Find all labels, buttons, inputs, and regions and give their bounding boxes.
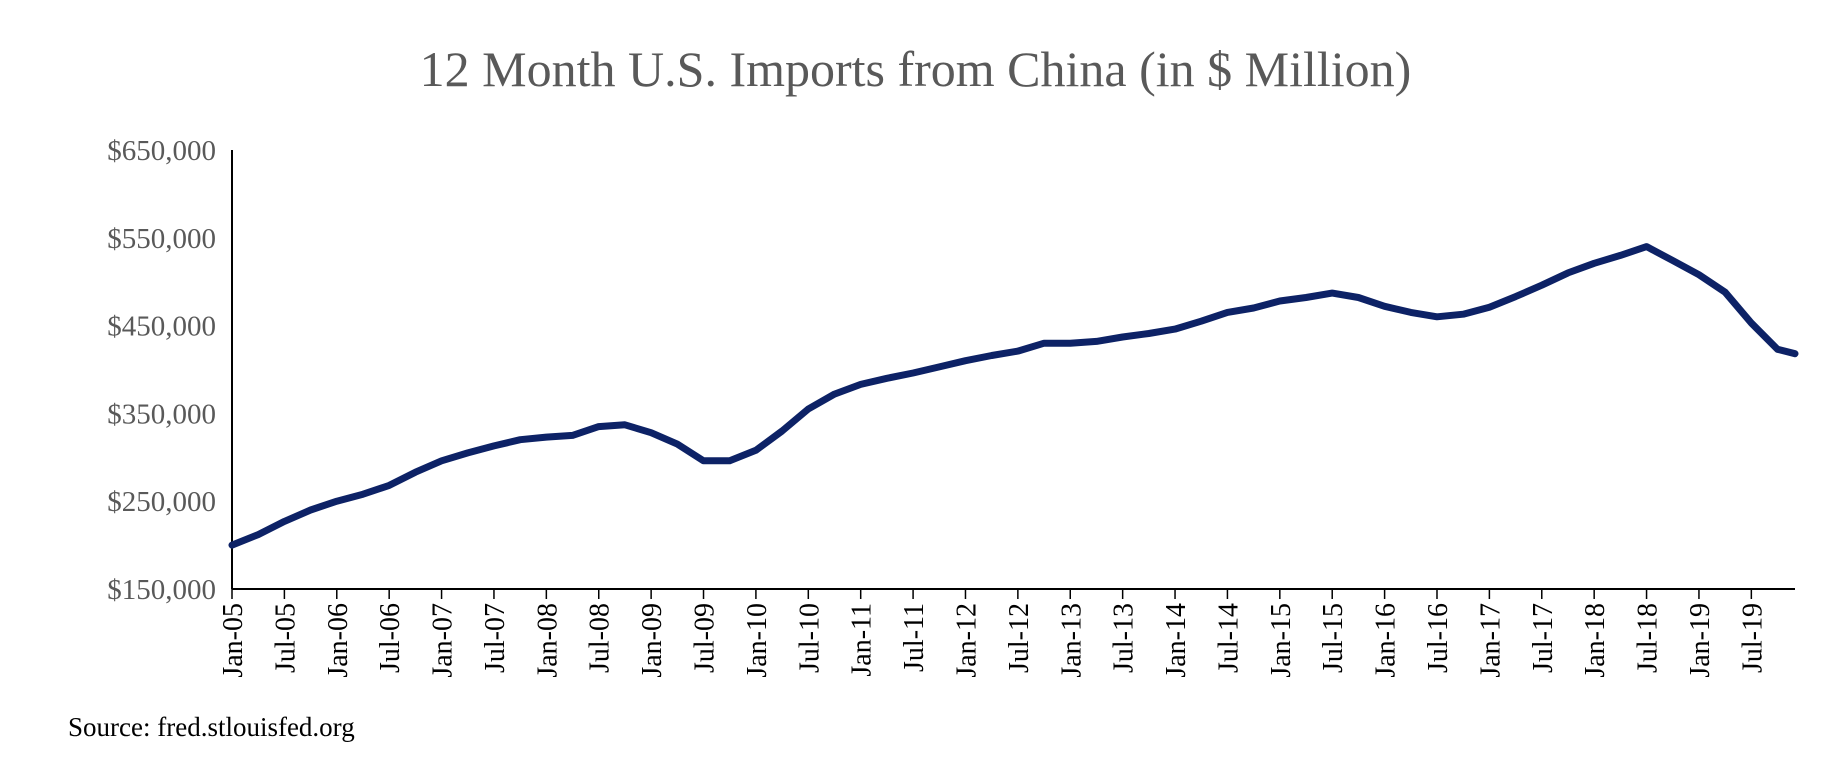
x-tick-label: Jan-16 [1371, 603, 1402, 678]
x-tick-label: Jan-18 [1580, 603, 1611, 678]
x-tick-label: Jul-17 [1528, 603, 1559, 673]
y-tick-label: $550,000 [107, 223, 216, 255]
source-note: Source: fred.stlouisfed.org [68, 712, 355, 742]
x-tick-label: Jan-06 [323, 603, 354, 678]
x-tick-label: Jan-10 [742, 603, 773, 678]
y-axis: $150,000 $250,000 $350,000 $450,000 $550,000… [107, 135, 233, 606]
x-axis: Jan-05 Jul-05 Jan-06 Jul-06 Jan-07 Jul-07 Jan-… [218, 588, 1795, 678]
chart-title: 12 Month U.S. Imports from China (in $ M… [419, 41, 1412, 97]
x-tick-label: Jan-12 [951, 603, 982, 678]
x-tick-label: Jan-11 [847, 603, 878, 677]
x-tick-label: Jul-06 [375, 603, 406, 673]
x-tick-label: Jan-14 [1161, 603, 1192, 678]
series-group [228, 243, 1799, 549]
x-tick-label: Jul-12 [1004, 603, 1035, 673]
x-tick-label: Jan-15 [1266, 603, 1297, 678]
x-tick-label: Jul-16 [1423, 603, 1454, 673]
x-tick-label: Jul-18 [1633, 603, 1664, 673]
x-tick-label: Jan-08 [532, 603, 563, 678]
x-tick-label: Jan-13 [1056, 603, 1087, 678]
x-tick-label: Jul-07 [480, 603, 511, 673]
x-tick-label: Jul-13 [1109, 603, 1140, 673]
series-line [228, 243, 1799, 549]
x-tick-label: Jul-15 [1318, 603, 1349, 673]
x-tick-label: Jul-19 [1737, 603, 1768, 673]
x-tick-label: Jul-08 [585, 603, 616, 673]
y-tick-label: $450,000 [107, 311, 216, 343]
x-tick-label: Jul-11 [899, 603, 930, 672]
x-tick-label: Jul-05 [270, 603, 301, 673]
y-tick-label: $250,000 [107, 486, 216, 518]
y-tick-label: $350,000 [107, 398, 216, 430]
y-tick-label: $150,000 [107, 574, 216, 606]
x-tick-label: Jan-07 [428, 603, 459, 678]
y-tick-label: $650,000 [107, 135, 216, 167]
x-tick-label: Jan-05 [218, 603, 249, 678]
x-tick-label: Jan-09 [637, 603, 668, 678]
x-tick-label: Jan-17 [1475, 603, 1506, 678]
x-tick-label: Jul-09 [690, 603, 721, 673]
x-tick-label: Jul-10 [794, 603, 825, 673]
x-tick-label: Jul-14 [1213, 603, 1244, 673]
x-tick-label: Jan-19 [1685, 603, 1716, 678]
